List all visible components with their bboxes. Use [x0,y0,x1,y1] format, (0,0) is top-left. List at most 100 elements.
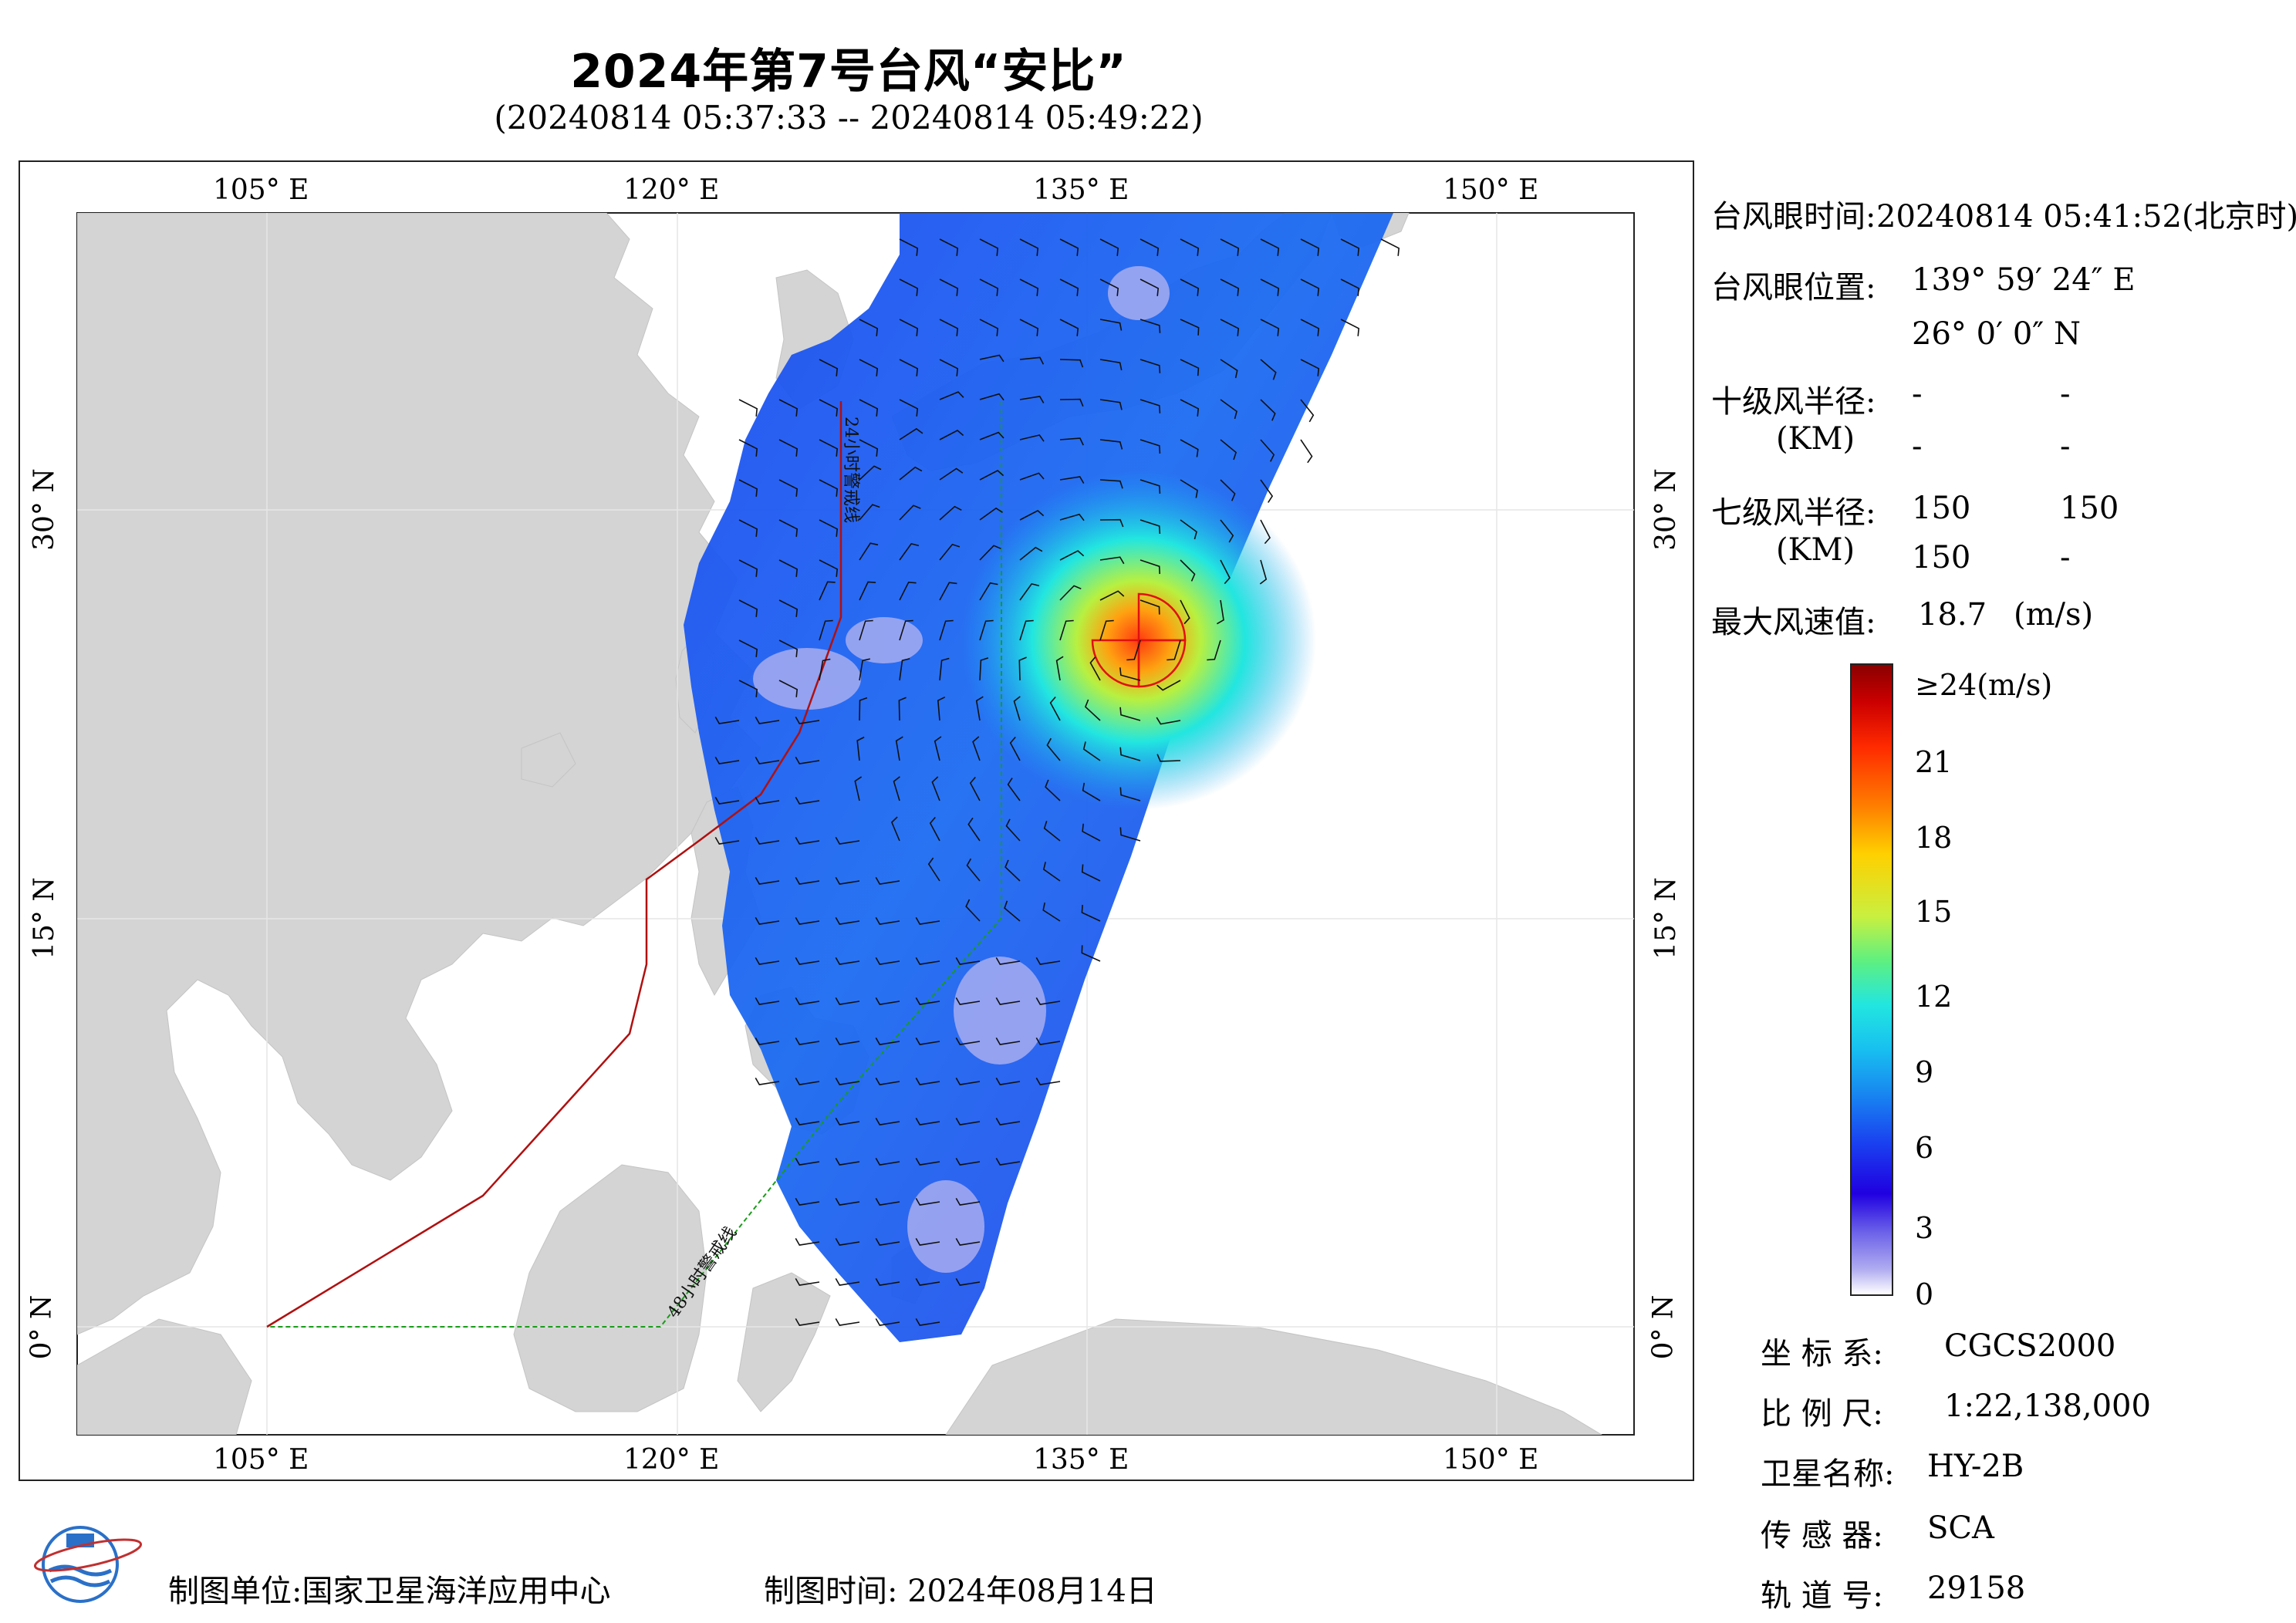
wind-barb [1019,582,1040,601]
lon-tick-top-150: 150° E [1443,174,1539,206]
crs-value: CGCS2000 [1944,1328,2116,1364]
wind-barb [835,1198,860,1206]
wind-barb [738,680,758,697]
wind-radius-7-se [1137,639,1187,688]
r10-value-se: - [2060,376,2071,412]
wind-barb [939,430,964,440]
wind-barb [738,399,758,417]
wind-barb [1049,696,1061,721]
lon-tick-bottom-120: 120° E [623,1444,720,1476]
wind-barb [1059,359,1084,368]
wind-barb [1084,699,1101,721]
warning-24h-label: 24小时警戒线 [841,417,860,523]
wind-barb [819,619,833,641]
satellite-label: 卫星名称: [1761,1456,1895,1492]
wind-barb [738,519,758,537]
wind-barb [927,857,940,882]
wind-barb [819,559,839,577]
wind-barb [955,1278,981,1286]
wind-barb [778,399,799,417]
wind-barb [1043,820,1061,842]
wind-barb [1019,546,1043,561]
wind-barb [835,957,860,965]
wind-barb [899,542,920,561]
r7-unit: (KM) [1776,532,1855,568]
wind-barb [1156,680,1181,691]
wind-barb [738,439,758,457]
wind-barb [795,837,820,845]
wind-barb [1140,319,1161,333]
r7-label: 七级风半径: [1711,495,1876,531]
wind-barb [738,599,758,617]
wind-barb [966,858,981,882]
wind-barb [1380,238,1400,256]
wind-barb [1082,741,1101,761]
wind-barb [795,1318,820,1326]
wind-barb [1180,479,1198,498]
wind-barb [915,1038,940,1045]
wind-barb [714,797,740,805]
wind-barb [995,1078,1021,1085]
wind-barb [859,465,882,481]
wind-barb [939,359,959,376]
wind-barb [979,545,1001,561]
wind-barb [755,957,780,965]
wind-barb [1119,667,1141,681]
wind-barb [835,1278,860,1286]
wind-barb [1089,656,1101,681]
wind-barb [795,1118,820,1125]
wind-barb [1059,550,1085,561]
wind-barb [939,582,957,601]
wind-barb [714,837,740,845]
wind-barb [899,238,919,256]
wind-barb [795,1038,820,1045]
wind-barb [1260,399,1276,421]
wind-field-map: 24小时警戒线 48小时警戒线 [76,212,1635,1436]
production-date: 制图时间: 2024年08月14日 [764,1574,1157,1609]
wind-barb [795,917,820,925]
wind-barb [1019,319,1039,336]
wind-barb [1019,510,1045,521]
wind-barb [835,1158,860,1166]
wind-barb [859,658,870,681]
orbit-label: 轨 道 号: [1761,1578,1883,1614]
wind-barb [1019,238,1039,256]
wind-barb [890,816,900,842]
wind-barb [899,466,923,481]
wind-barb [939,543,961,561]
wind-barb [1013,696,1021,721]
wind-barb [835,877,860,885]
wind-barb [995,957,1021,965]
wind-barb [915,1158,940,1166]
wind-barb [1119,827,1141,842]
wind-barb [1059,278,1079,296]
wind-barb [1004,900,1021,922]
lon-tick-top-105: 105° E [213,174,309,206]
wind-barb [795,957,820,965]
wind-barb [915,1118,940,1125]
wind-barb [1005,818,1021,842]
wind-barb [1156,717,1181,725]
wind-barb [1140,559,1160,575]
wind-barb [1140,519,1161,535]
wind-barb [939,467,964,481]
wind-barb [929,816,940,842]
lat-tick-left-15: 15° N [28,877,60,960]
wind-barb [1180,359,1200,376]
wind-barb [795,1198,820,1206]
wind-barb [795,877,820,885]
sensor-value: SCA [1927,1510,1994,1546]
wind-barb [1045,779,1061,801]
wind-barb [955,1078,981,1085]
wind-barbs [714,238,1400,1326]
wind-barb [1259,559,1268,585]
wind-barb [934,736,942,761]
wind-barb [1099,439,1123,450]
wind-barb [1140,599,1160,615]
wind-barb [1140,278,1160,296]
wind-barb [1126,639,1141,661]
wind-barb [893,776,900,801]
wind-barb [915,917,940,925]
eye-time-label: 台风眼时间: [1711,199,1876,235]
wind-barb [899,319,919,336]
